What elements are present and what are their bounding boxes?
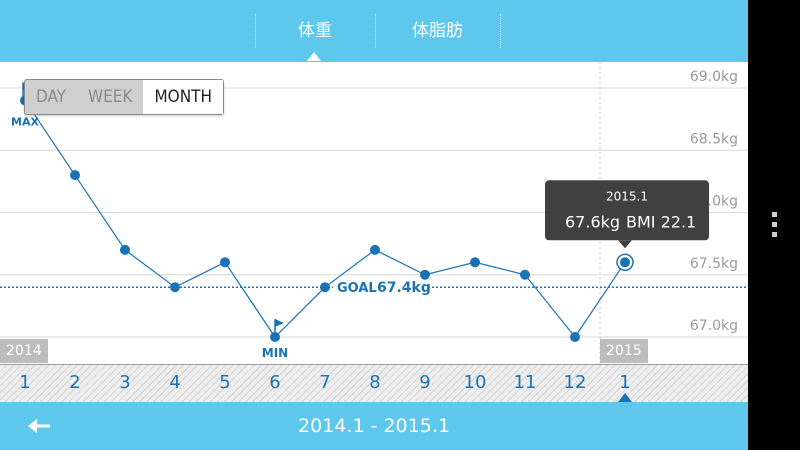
- y-tick-label: 67.5kg: [690, 256, 738, 272]
- footer: 2014.1 - 2015.1: [0, 402, 748, 450]
- tab-weight[interactable]: 体重: [298, 21, 332, 41]
- month-axis: 1 2 3 4 5 6 7 8 9 10 11 12 1: [0, 364, 748, 402]
- tab-separator: [255, 14, 256, 48]
- month-tick[interactable]: 12: [563, 372, 587, 393]
- month-tick[interactable]: 9: [419, 372, 431, 393]
- system-nav-bar: [748, 0, 800, 450]
- year-label-start: 2014: [0, 339, 48, 363]
- month-tick[interactable]: 8: [369, 372, 381, 393]
- min-label: MIN: [262, 346, 288, 360]
- arrow-left-icon: [28, 419, 50, 433]
- max-label: MAX: [11, 115, 39, 128]
- data-point: [470, 257, 480, 268]
- month-tick[interactable]: 10: [463, 372, 487, 393]
- month-tick[interactable]: 5: [219, 372, 231, 393]
- tab-separator: [375, 14, 376, 48]
- month-tick[interactable]: 6: [269, 372, 281, 393]
- month-tick[interactable]: 11: [513, 372, 537, 393]
- range-selector: DAY WEEK MONTH: [24, 79, 224, 115]
- goal-value: 67.4kg: [377, 280, 431, 296]
- weight-series-line: [24, 100, 626, 339]
- month-tick[interactable]: 7: [319, 372, 331, 393]
- selected-month-indicator: [618, 393, 632, 402]
- data-point: [620, 257, 630, 268]
- tab-body-fat[interactable]: 体脂肪: [412, 21, 463, 41]
- goal-label: GOAL: [337, 281, 377, 296]
- data-point: [320, 282, 330, 293]
- range-week-button[interactable]: WEEK: [87, 87, 133, 107]
- y-tick-label: 69.0kg: [690, 69, 738, 85]
- tooltip-pointer: [618, 240, 632, 249]
- data-point: [420, 269, 430, 280]
- date-range-label: 2014.1 - 2015.1: [298, 415, 450, 437]
- tab-separator: [500, 14, 501, 48]
- data-point: [220, 257, 230, 268]
- month-tick[interactable]: 1: [619, 372, 631, 393]
- y-tick-label: 67.0kg: [690, 318, 738, 334]
- y-tick-label: 68.5kg: [690, 131, 738, 147]
- back-button[interactable]: [20, 408, 60, 444]
- data-point: [70, 170, 80, 181]
- min-flag-icon: [275, 319, 284, 327]
- year-label-end: 2015: [600, 339, 648, 363]
- month-tick[interactable]: 4: [169, 372, 181, 393]
- goal-label-bg: [333, 277, 429, 298]
- month-tick[interactable]: 3: [119, 372, 131, 393]
- data-point: [520, 269, 530, 280]
- range-day-button[interactable]: DAY: [36, 87, 66, 107]
- overflow-menu-icon[interactable]: [770, 212, 778, 240]
- month-tick[interactable]: 2: [69, 372, 81, 393]
- data-point: [370, 244, 380, 255]
- axis-divider: [0, 364, 748, 365]
- data-point: [170, 282, 180, 293]
- range-month-button[interactable]: MONTH: [143, 80, 223, 114]
- app-window: 体重 体脂肪 69.0kg 68.5kg 68.0kg 67.5kg 67.0kg GO…: [0, 0, 748, 450]
- data-point: [570, 332, 580, 342]
- active-tab-indicator: [307, 52, 321, 61]
- tooltip-bmi: BMI 22.1: [626, 212, 696, 231]
- tooltip-box: [545, 180, 709, 241]
- tooltip-date: 2015.1: [606, 189, 648, 203]
- month-tick[interactable]: 1: [19, 372, 31, 393]
- tooltip-weight: 67.6kg: [565, 212, 620, 231]
- data-point: [120, 244, 130, 255]
- header: 体重 体脂肪: [0, 0, 748, 62]
